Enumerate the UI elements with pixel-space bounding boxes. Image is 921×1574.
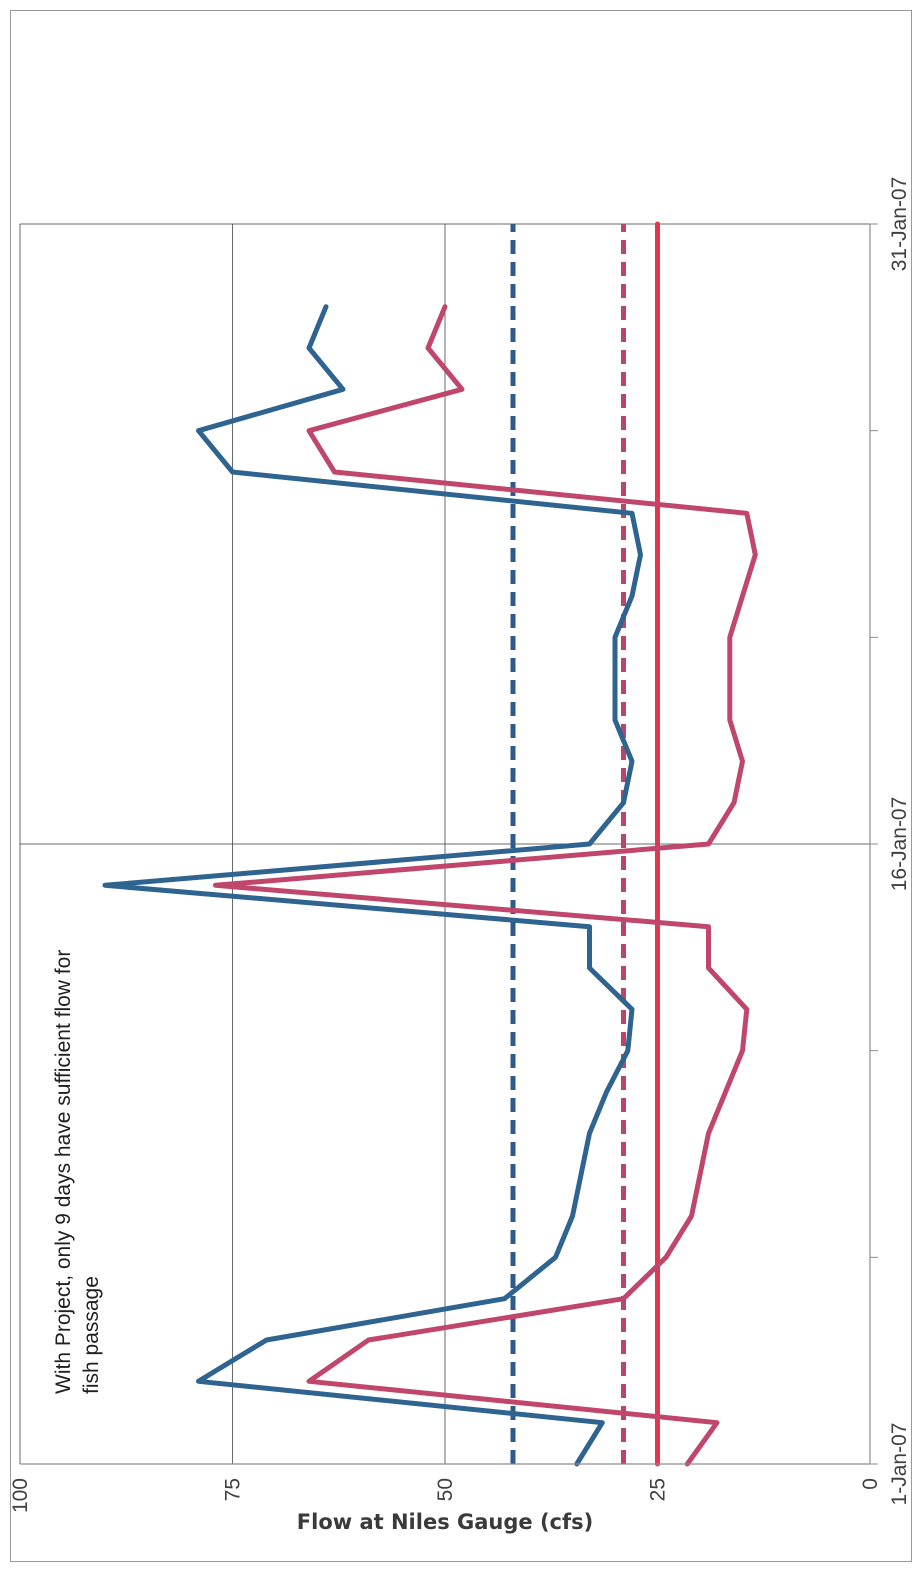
x-tick-label-2: 31-Jan-07 xyxy=(888,177,911,272)
rotated-chart-group: 0 25 50 75 100 1-Jan-07 16-Jan-07 31-Jan-07 Flo… xyxy=(9,177,911,1534)
series-line-3 xyxy=(213,304,758,1467)
y-tick-label-50: 50 xyxy=(434,1478,457,1501)
series-layer xyxy=(102,221,758,1467)
y-tick-label-25: 25 xyxy=(647,1478,670,1501)
gridlines xyxy=(19,223,870,1464)
annotation: With Project, only 9 days have sufficien… xyxy=(52,950,103,1394)
annotation-line-0: With Project, only 9 days have sufficien… xyxy=(52,950,75,1394)
y-axis-title: Flow at Niles Gauge (cfs) xyxy=(297,1510,593,1534)
chart-frame xyxy=(10,10,912,1562)
y-tick-label-100: 100 xyxy=(9,1478,32,1513)
x-tick-label-0: 1-Jan-07 xyxy=(888,1423,911,1506)
axes: 0 25 50 75 100 1-Jan-07 16-Jan-07 31-Jan-07 xyxy=(9,177,911,1513)
annotation-line-1: fish passage xyxy=(80,1276,103,1394)
y-tick-label-75: 75 xyxy=(222,1478,245,1501)
x-tick-label-1: 16-Jan-07 xyxy=(888,797,911,892)
series-line-1 xyxy=(102,304,643,1467)
y-tick-label-0: 0 xyxy=(859,1478,882,1490)
